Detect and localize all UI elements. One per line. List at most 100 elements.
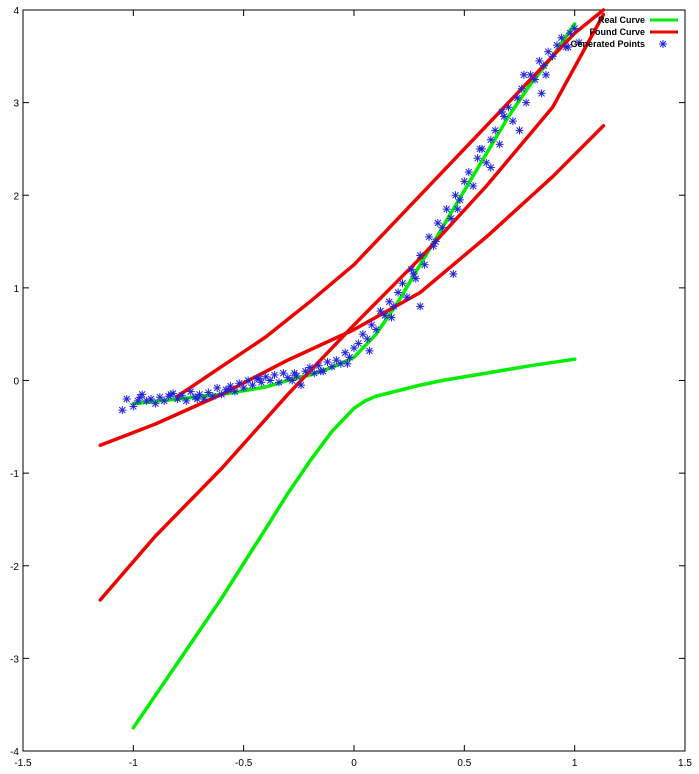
- generated-point: [166, 390, 175, 399]
- generated-point: [453, 205, 462, 214]
- x-tick-label: 1: [572, 758, 578, 769]
- generated-point: [266, 376, 275, 385]
- generated-point: [475, 144, 484, 153]
- generated-point: [513, 93, 522, 102]
- generated-point: [261, 372, 270, 381]
- generated-point: [301, 367, 310, 376]
- generated-point: [173, 395, 182, 404]
- x-tick-label: -1.5: [14, 758, 32, 769]
- generated-point: [537, 89, 546, 98]
- generated-point: [274, 378, 283, 387]
- generated-point: [508, 117, 517, 126]
- y-tick-label: 0: [13, 377, 19, 388]
- generated-point: [230, 387, 239, 396]
- generated-point: [305, 363, 314, 372]
- x-tick-label: -1: [129, 758, 138, 769]
- generated-point: [336, 359, 345, 368]
- generated-point: [431, 237, 440, 246]
- generated-point: [504, 103, 513, 112]
- found-curve-line: [98, 124, 606, 448]
- generated-point: [380, 311, 389, 320]
- generated-point: [438, 223, 447, 232]
- generated-point: [226, 382, 235, 391]
- generated-point: [469, 181, 478, 190]
- x-tick-label: 0.5: [457, 758, 471, 769]
- generated-point: [224, 385, 233, 394]
- generated-point: [327, 362, 336, 371]
- generated-point: [517, 84, 526, 93]
- generated-point: [539, 61, 548, 70]
- series-layer: [98, 8, 606, 730]
- generated-point: [449, 269, 458, 278]
- generated-point: [402, 293, 411, 302]
- generated-point: [255, 374, 264, 383]
- y-tick-label: 2: [13, 191, 19, 202]
- generated-point: [208, 392, 217, 401]
- generated-point: [522, 98, 531, 107]
- legend-label: Generated Points: [570, 39, 645, 49]
- generated-point: [213, 383, 222, 392]
- generated-point: [530, 75, 539, 84]
- generated-point: [409, 269, 418, 278]
- generated-point: [345, 353, 354, 362]
- generated-point: [257, 378, 266, 387]
- generated-point: [497, 107, 506, 116]
- generated-point: [451, 191, 460, 200]
- generated-point: [193, 395, 202, 404]
- generated-point: [570, 24, 579, 33]
- generated-point: [460, 177, 469, 186]
- generated-point: [491, 126, 500, 135]
- y-tick-label: -1: [10, 469, 19, 480]
- generated-point: [553, 41, 562, 50]
- generated-point: [316, 367, 325, 376]
- x-tick-label: 0: [351, 758, 357, 769]
- generated-point: [447, 214, 456, 223]
- generated-point: [372, 325, 381, 334]
- generated-point: [389, 302, 398, 311]
- y-tick-label: 1: [13, 284, 19, 295]
- generated-point: [486, 135, 495, 144]
- generated-point: [416, 302, 425, 311]
- generated-point: [541, 70, 550, 79]
- legend-label: Found Curve: [590, 27, 646, 37]
- generated-point: [297, 381, 306, 390]
- generated-point: [186, 387, 195, 396]
- generated-point: [515, 126, 524, 135]
- generated-point: [425, 232, 434, 241]
- generated-point: [363, 334, 372, 343]
- y-tick-label: 4: [13, 6, 19, 17]
- generated-point: [557, 33, 566, 42]
- legend: Real Curve Found Curve Generated Points: [570, 15, 678, 49]
- generated-point: [416, 251, 425, 260]
- generated-point: [182, 396, 191, 405]
- generated-point: [455, 195, 464, 204]
- generated-point: [495, 140, 504, 149]
- generated-point: [155, 393, 164, 402]
- generated-point: [129, 402, 138, 411]
- generated-point: [526, 70, 535, 79]
- generated-point: [343, 359, 352, 368]
- legend-label: Real Curve: [598, 15, 645, 25]
- legend-swatch-star: [659, 40, 667, 48]
- generated-point: [365, 346, 374, 355]
- generated-point: [332, 356, 341, 365]
- generated-point: [564, 43, 573, 52]
- generated-point: [177, 391, 186, 400]
- generated-point: [204, 388, 213, 397]
- y-tick-label: -3: [10, 654, 19, 665]
- generated-point: [394, 288, 403, 297]
- generated-point: [135, 393, 144, 402]
- generated-point: [118, 406, 127, 415]
- generated-point: [519, 70, 528, 79]
- generated-point: [387, 313, 396, 322]
- generated-point: [473, 154, 482, 163]
- x-tick-label: 1.5: [678, 758, 692, 769]
- generated-point: [310, 369, 319, 378]
- generated-point: [248, 381, 257, 390]
- y-tick-label: -2: [10, 562, 19, 573]
- generated-point: [464, 168, 473, 177]
- generated-point: [290, 369, 299, 378]
- generated-point: [354, 339, 363, 348]
